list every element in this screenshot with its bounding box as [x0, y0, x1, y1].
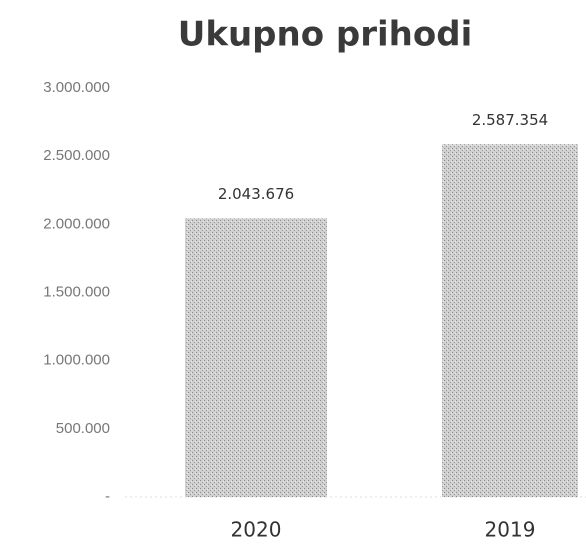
bar: [442, 144, 578, 498]
y-tick-label: 2.500.000: [43, 147, 110, 164]
y-tick-label: 2.000.000: [43, 215, 110, 232]
y-tick-label: 3.000.000: [43, 79, 110, 96]
value-label: 2.587.354: [472, 111, 548, 129]
chart-title: Ukupno prihodi: [178, 15, 472, 55]
y-tick-label: 1.500.000: [43, 283, 110, 300]
x-tick-label: 2019: [485, 518, 536, 542]
value-label: 2.043.676: [218, 185, 294, 203]
bar: [185, 218, 327, 497]
y-tick-label: -: [105, 488, 110, 505]
y-tick-label: 1.000.000: [43, 352, 110, 369]
x-tick-label: 2020: [231, 518, 282, 542]
y-tick-label: 500.000: [56, 420, 110, 437]
